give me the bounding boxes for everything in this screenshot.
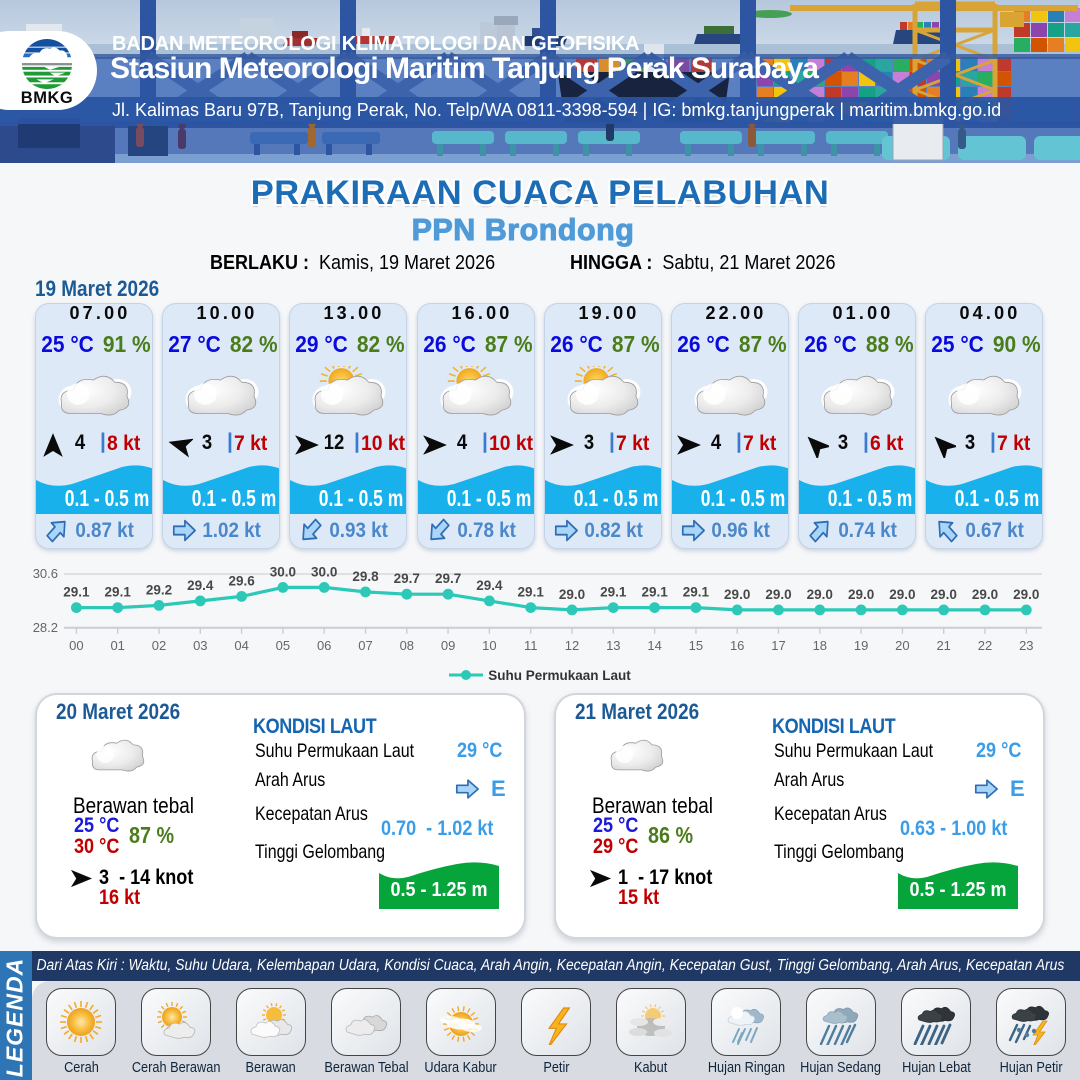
svg-text:07: 07 [358,638,372,653]
svg-text:28.2: 28.2 [33,620,58,635]
svg-text:29.1: 29.1 [600,585,627,600]
svg-text:02: 02 [152,638,166,653]
svg-text:29.0: 29.0 [848,587,874,602]
svg-text:29.0: 29.0 [1013,587,1039,602]
svg-text:22: 22 [978,638,992,653]
svg-text:29.0: 29.0 [889,587,915,602]
svg-text:15: 15 [689,638,703,653]
svg-text:29.0: 29.0 [765,587,791,602]
svg-text:30.0: 30.0 [311,564,337,579]
svg-text:21: 21 [936,638,950,653]
svg-text:16: 16 [730,638,744,653]
svg-text:19: 19 [854,638,868,653]
svg-text:0.1 - 0.5 m: 0.1 - 0.5 m [447,487,531,512]
svg-text:29.7: 29.7 [435,571,461,586]
svg-text:0.1 - 0.5 m: 0.1 - 0.5 m [955,487,1039,512]
svg-text:29.0: 29.0 [931,587,957,602]
svg-text:29.0: 29.0 [972,587,998,602]
svg-text:29.0: 29.0 [559,587,585,602]
svg-text:0.1 - 0.5 m: 0.1 - 0.5 m [574,487,658,512]
svg-text:05: 05 [276,638,290,653]
svg-text:29.0: 29.0 [724,587,750,602]
svg-text:11: 11 [524,638,538,653]
svg-text:17: 17 [771,638,785,653]
svg-text:29.1: 29.1 [105,585,132,600]
svg-text:08: 08 [400,638,414,653]
svg-text:0.1 - 0.5 m: 0.1 - 0.5 m [701,487,785,512]
svg-text:29.4: 29.4 [476,578,503,593]
svg-text:29.6: 29.6 [228,573,255,588]
svg-text:29.1: 29.1 [641,585,668,600]
svg-text:01: 01 [110,638,124,653]
svg-text:0.1 - 0.5 m: 0.1 - 0.5 m [192,487,276,512]
svg-text:20: 20 [895,638,909,653]
svg-text:29.7: 29.7 [394,571,420,586]
svg-text:29.8: 29.8 [352,569,379,584]
svg-text:29.1: 29.1 [63,585,90,600]
svg-text:03: 03 [193,638,207,653]
svg-text:29.1: 29.1 [683,585,710,600]
svg-text:29.2: 29.2 [146,582,172,597]
svg-text:10: 10 [482,638,496,653]
svg-text:29.0: 29.0 [807,587,833,602]
svg-text:09: 09 [441,638,455,653]
svg-text:30.0: 30.0 [270,564,296,579]
svg-text:12: 12 [565,638,579,653]
svg-text:04: 04 [234,638,248,653]
svg-text:0.1 - 0.5 m: 0.1 - 0.5 m [65,487,149,512]
svg-text:29.1: 29.1 [518,585,545,600]
svg-text:0.1 - 0.5 m: 0.1 - 0.5 m [319,487,403,512]
svg-text:06: 06 [317,638,331,653]
svg-text:29.4: 29.4 [187,578,214,593]
svg-text:18: 18 [813,638,827,653]
svg-text:30.6: 30.6 [33,566,58,581]
svg-text:00: 00 [69,638,83,653]
svg-text:13: 13 [606,638,620,653]
svg-text:23: 23 [1019,638,1033,653]
svg-text:14: 14 [647,638,661,653]
svg-text:0.1 - 0.5 m: 0.1 - 0.5 m [828,487,912,512]
